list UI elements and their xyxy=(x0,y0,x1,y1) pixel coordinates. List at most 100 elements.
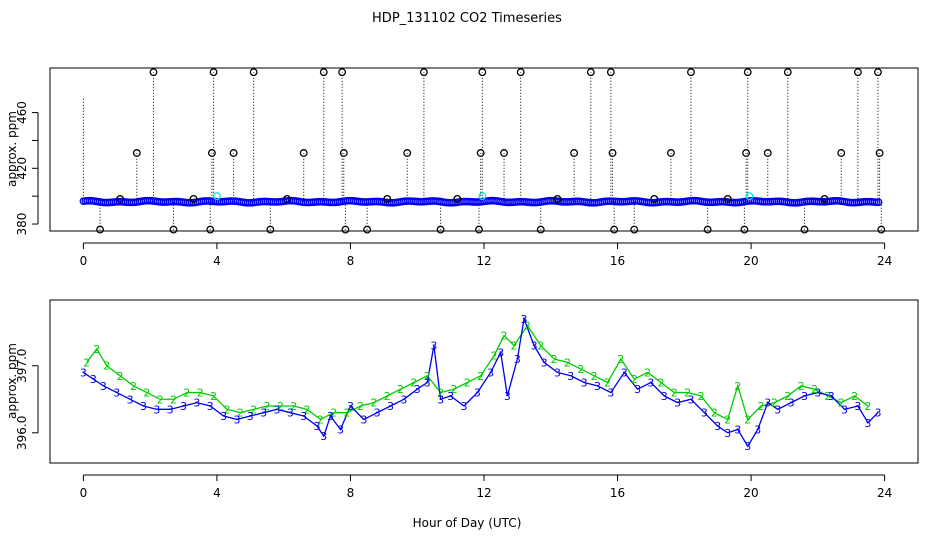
top-spike-point xyxy=(500,149,508,157)
top-spike-point xyxy=(740,225,749,234)
bottom-point-label: 3 xyxy=(414,383,421,396)
bottom-point-label: 3 xyxy=(581,377,588,390)
bottom-point-label: 3 xyxy=(320,430,327,443)
bottom-point-label: 3 xyxy=(167,403,174,416)
bottom-point-label: 3 xyxy=(400,393,407,406)
bottom-plot-frame xyxy=(49,299,919,464)
bottom-point-label: 3 xyxy=(360,413,367,426)
top-spike-point xyxy=(403,149,412,157)
bottom-point-label: 2 xyxy=(491,350,498,363)
bottom-point-label: 3 xyxy=(207,400,214,413)
bottom-point-label: 2 xyxy=(304,403,311,416)
top-spike-point xyxy=(419,68,428,77)
bottom-point-label: 2 xyxy=(524,319,531,332)
bottom-point-label: 3 xyxy=(153,403,160,416)
bottom-point-label: 3 xyxy=(504,390,511,403)
bottom-point-label: 2 xyxy=(631,373,638,386)
top-spike-point xyxy=(436,225,445,234)
bottom-point-label: 3 xyxy=(554,366,561,379)
top-x-ticks: 0 4 8 12 16 20 24 xyxy=(80,242,892,268)
top-spike-point xyxy=(586,68,595,77)
x-axis-label: Hour of Day (UTC) xyxy=(413,516,522,530)
top-spike-point xyxy=(553,195,562,203)
bottom-point-label: 3 xyxy=(127,393,134,406)
bottom-point-label: 3 xyxy=(621,366,628,379)
bottom-point-label: 2 xyxy=(798,380,805,393)
bottom-point-label: 2 xyxy=(450,383,457,396)
top-spike-point xyxy=(667,149,675,157)
top-x-tick-label: 20 xyxy=(743,254,758,268)
bottom-point-label: 3 xyxy=(474,387,481,400)
top-x-tick-label: 4 xyxy=(213,254,221,268)
bottom-point-label: 3 xyxy=(233,413,240,426)
bottom-point-label: 3 xyxy=(864,417,871,430)
bottom-point-label: 2 xyxy=(564,356,571,369)
bottom-point-label: 2 xyxy=(551,353,558,366)
bottom-point-label: 2 xyxy=(511,340,518,353)
bottom-x-tick-label: 4 xyxy=(213,486,221,500)
top-spike-point xyxy=(249,68,258,77)
bottom-x-tick-label: 16 xyxy=(610,486,625,500)
bottom-point-label: 2 xyxy=(851,390,858,403)
top-spike-point xyxy=(875,149,884,157)
bottom-point-label: 3 xyxy=(774,403,781,416)
bottom-point-label: 3 xyxy=(714,420,721,433)
top-spike-point xyxy=(763,149,772,157)
bottom-point-label: 2 xyxy=(724,413,731,426)
bottom-x-tick-label: 12 xyxy=(476,486,491,500)
bottom-point-label: 3 xyxy=(814,387,821,400)
top-spike-point xyxy=(132,149,141,157)
bottom-point-label: 3 xyxy=(497,346,504,359)
bottom-series-line xyxy=(83,316,879,448)
top-spike-point xyxy=(877,225,886,234)
bottom-point-label: 2 xyxy=(237,407,244,420)
top-spike-point xyxy=(266,225,275,234)
top-y-ticks: 380 420 460 xyxy=(15,101,39,236)
bottom-y-tick-label: 396.0 xyxy=(15,416,29,450)
top-spike-point xyxy=(341,225,350,234)
top-y-tick-label: 380 xyxy=(15,213,29,236)
bottom-point-label: 3 xyxy=(744,440,751,453)
top-cyan-point xyxy=(478,192,487,201)
top-spike-point xyxy=(189,195,198,203)
top-spike-point xyxy=(453,195,462,203)
bottom-series-lines xyxy=(83,316,879,448)
bottom-point-label: 2 xyxy=(197,387,204,400)
bottom-point-label: 2 xyxy=(744,413,751,426)
bottom-point-label: 3 xyxy=(327,410,334,423)
bottom-point-label: 3 xyxy=(634,383,641,396)
top-baseline-point xyxy=(874,198,883,207)
top-spike-point xyxy=(536,225,545,234)
bottom-point-label: 2 xyxy=(671,387,678,400)
bottom-point-label: 2 xyxy=(344,407,351,420)
bottom-point-label: 2 xyxy=(501,330,508,343)
bottom-point-label: 2 xyxy=(170,393,177,406)
bottom-point-label: 2 xyxy=(250,403,257,416)
bottom-point-label: 2 xyxy=(734,380,741,393)
bottom-point-label: 3 xyxy=(687,393,694,406)
bottom-point-label: 2 xyxy=(864,400,871,413)
top-x-tick-label: 24 xyxy=(877,254,892,268)
bottom-point-label: 3 xyxy=(387,400,394,413)
top-spike-point xyxy=(570,149,579,157)
bottom-point-label: 3 xyxy=(801,390,808,403)
bottom-point-label: 3 xyxy=(100,380,107,393)
bottom-point-label: 2 xyxy=(698,390,705,403)
top-spike-point xyxy=(339,149,348,157)
bottom-point-label: 2 xyxy=(330,407,337,420)
top-spike-point xyxy=(283,195,291,203)
bottom-point-label: 3 xyxy=(113,387,120,400)
top-spike-point xyxy=(149,68,158,77)
top-spike-point xyxy=(209,68,218,77)
top-cyan-point xyxy=(212,192,221,201)
bottom-point-label: 3 xyxy=(180,400,187,413)
top-spike-point xyxy=(873,68,882,77)
top-spike-point xyxy=(319,68,328,77)
bottom-point-label: 2 xyxy=(771,397,778,410)
bottom-point-label: 2 xyxy=(130,380,137,393)
bottom-point-label: 2 xyxy=(617,353,624,366)
top-x-tick-label: 16 xyxy=(610,254,625,268)
bottom-point-label: 2 xyxy=(537,340,544,353)
top-spike-point xyxy=(610,225,619,234)
